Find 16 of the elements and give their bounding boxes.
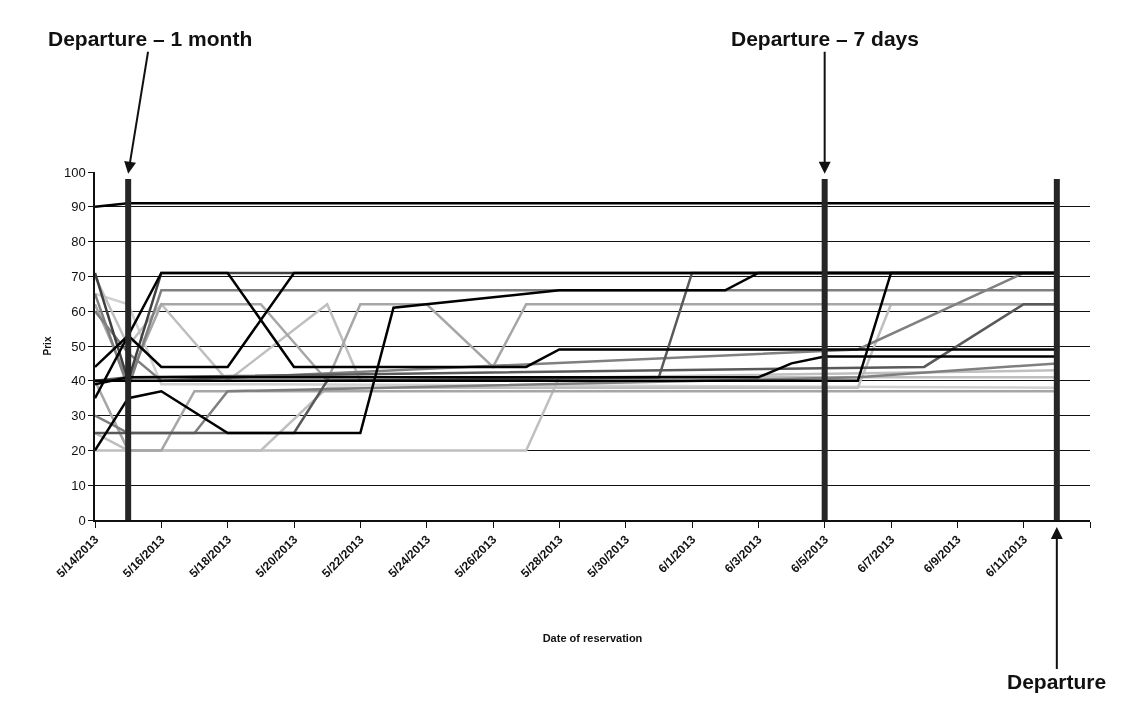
ref-line-label: Departure – 1 month xyxy=(48,27,253,50)
y-tick-label: 70 xyxy=(71,268,86,284)
y-tick-label: 50 xyxy=(71,338,86,354)
y-tick-label: 0 xyxy=(78,512,86,528)
y-tick-label: 80 xyxy=(71,234,86,250)
ref-line-label: Departure xyxy=(1007,670,1107,693)
y-tick-label: 20 xyxy=(71,442,86,458)
y-tick-label: 30 xyxy=(71,408,86,424)
y-tick-label: 60 xyxy=(71,303,86,319)
y-axis-title: Prix xyxy=(42,336,54,356)
x-axis-title: Date of reservation xyxy=(542,631,643,644)
y-tick-label: 100 xyxy=(63,164,86,180)
y-tick-label: 10 xyxy=(71,477,86,493)
ref-line-label: Departure – 7 days xyxy=(731,27,919,50)
y-tick-label: 90 xyxy=(71,199,86,215)
y-tick-label: 40 xyxy=(71,373,86,389)
